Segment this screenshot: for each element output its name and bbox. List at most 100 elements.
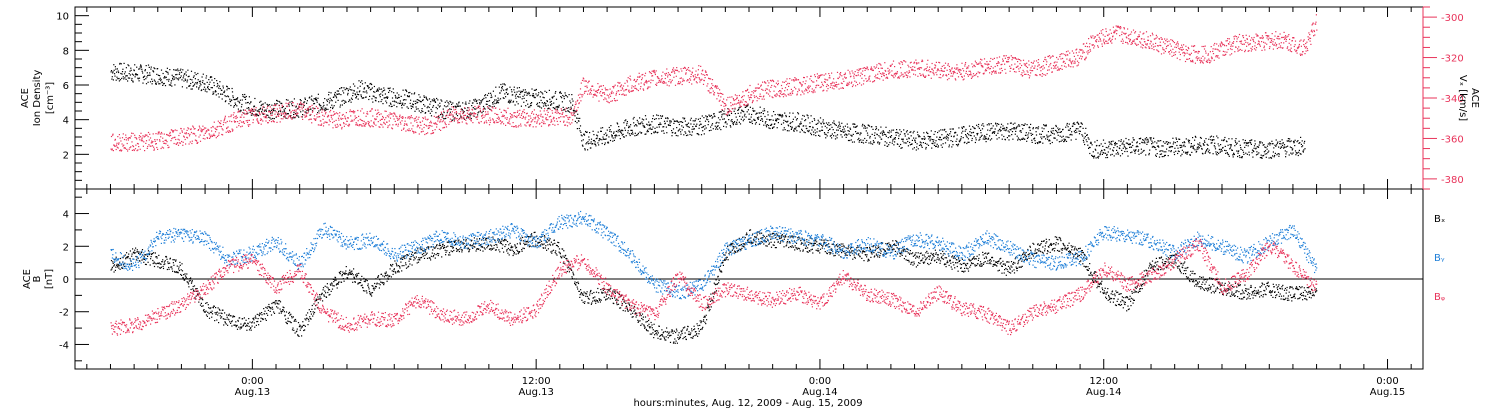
vx-point: [573, 114, 575, 116]
vx-point: [339, 124, 342, 126]
density-point: [982, 123, 984, 125]
vx-point: [313, 115, 316, 117]
density-point: [797, 113, 800, 115]
density-point: [943, 137, 945, 139]
density-point: [1019, 130, 1021, 132]
vx-point: [453, 109, 455, 111]
density-point: [608, 136, 610, 138]
density-point: [164, 75, 166, 78]
density-point: [948, 146, 950, 148]
density-point: [934, 142, 936, 144]
density-point: [879, 132, 882, 134]
density-point: [1187, 151, 1189, 153]
density-point: [568, 107, 570, 109]
vx-point: [736, 95, 738, 97]
density-point: [637, 132, 639, 134]
vx-point: [130, 135, 132, 137]
density-point: [351, 89, 353, 91]
density-point: [722, 118, 724, 120]
density-point: [1013, 127, 1016, 129]
density-point: [670, 121, 672, 123]
density-point: [1248, 151, 1250, 153]
vx-point: [680, 81, 682, 83]
density-point: [1204, 141, 1206, 143]
vx-point: [138, 137, 140, 139]
vx-point: [376, 112, 379, 114]
density-point: [690, 117, 692, 119]
density-point: [249, 111, 251, 113]
density-point: [182, 77, 184, 79]
vx-point: [755, 89, 757, 92]
vx-point: [176, 129, 178, 132]
vx-point: [618, 82, 620, 84]
density-point: [787, 124, 789, 126]
vx-point: [504, 117, 506, 119]
vx-point: [563, 121, 565, 123]
density-point: [155, 83, 157, 85]
density-point: [333, 105, 335, 107]
density-point: [1205, 138, 1207, 140]
vx-point: [233, 117, 235, 119]
density-point: [1160, 153, 1163, 155]
density-point: [948, 134, 950, 136]
vx-point: [629, 78, 631, 80]
vx-point: [240, 116, 242, 118]
density-point: [929, 140, 931, 142]
vx-point: [480, 111, 482, 113]
vx-point: [178, 139, 180, 141]
density-point: [819, 130, 821, 132]
density-point: [1257, 146, 1260, 148]
vx-point: [180, 128, 182, 130]
density-point: [871, 126, 873, 128]
density-point: [1252, 156, 1254, 158]
density-point: [1231, 138, 1233, 140]
density-point: [941, 146, 943, 148]
density-point: [1233, 152, 1235, 154]
density-point: [245, 102, 247, 104]
density-point: [593, 134, 595, 136]
vx-point: [267, 122, 269, 124]
vx-point: [414, 120, 416, 122]
density-point: [325, 108, 327, 111]
density-point: [821, 126, 823, 128]
density-point: [252, 109, 254, 111]
density-point: [799, 123, 801, 125]
vx-point: [138, 146, 140, 148]
density-point: [317, 97, 319, 99]
density-point: [1099, 154, 1101, 156]
vx-point: [119, 137, 121, 139]
density-point: [179, 77, 181, 79]
vx-point: [536, 121, 538, 123]
density-point: [823, 122, 825, 124]
density-point: [1259, 142, 1261, 144]
density-point: [389, 102, 392, 104]
density-point: [792, 121, 794, 123]
density-point: [995, 122, 997, 124]
density-point: [322, 108, 324, 110]
density-point: [148, 74, 150, 76]
density-point: [777, 122, 779, 124]
density-point: [752, 110, 755, 112]
vx-point: [738, 94, 740, 97]
vx-point: [367, 120, 369, 123]
density-point: [1218, 152, 1220, 155]
density-point: [520, 92, 522, 94]
vx-point: [515, 126, 517, 128]
density-point: [1156, 145, 1159, 147]
density-point: [128, 73, 130, 75]
vx-point: [517, 126, 519, 128]
vx-point: [696, 82, 698, 84]
vx-point: [401, 129, 403, 131]
density-point: [646, 129, 649, 131]
density-point: [1169, 142, 1171, 144]
density-point: [821, 129, 824, 131]
density-point: [543, 103, 545, 105]
density-point: [1188, 139, 1191, 142]
density-point: [1152, 145, 1154, 147]
vx-point: [700, 73, 703, 75]
density-point: [357, 87, 359, 89]
density-point: [1267, 151, 1269, 153]
density-point: [968, 134, 970, 136]
density-point: [909, 141, 911, 144]
density-point: [1276, 144, 1278, 146]
